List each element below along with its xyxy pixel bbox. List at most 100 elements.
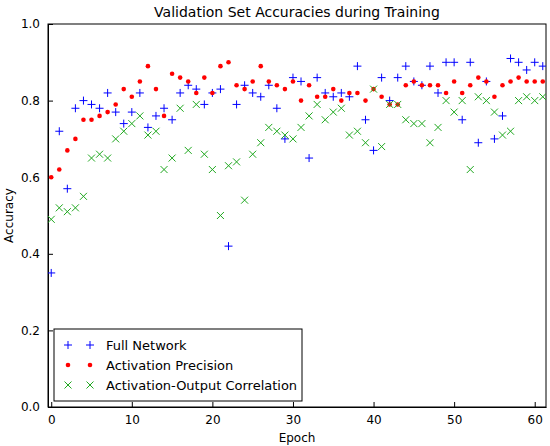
point	[161, 166, 168, 173]
x-tick-label: 20	[205, 413, 220, 427]
point	[121, 87, 126, 92]
point	[305, 154, 313, 162]
point	[379, 94, 384, 99]
y-tick-mark	[48, 330, 53, 331]
y-tick-label: 0.0	[21, 400, 40, 414]
point	[426, 139, 433, 146]
point	[217, 212, 224, 219]
point	[386, 101, 393, 108]
point	[88, 100, 96, 108]
point	[523, 93, 530, 100]
point	[394, 101, 401, 108]
point	[444, 91, 449, 96]
x-tick: 10	[125, 402, 140, 427]
point	[73, 137, 78, 142]
point	[313, 74, 321, 82]
x-axis: 0102030405060	[48, 402, 547, 427]
point	[450, 58, 458, 66]
x-tick: 40	[366, 402, 381, 427]
point	[233, 158, 240, 165]
point	[138, 79, 143, 84]
point	[210, 91, 215, 96]
point	[402, 116, 409, 123]
x-tick-mark	[51, 402, 52, 407]
point	[64, 208, 71, 215]
point	[339, 98, 344, 103]
point	[315, 94, 320, 99]
point	[233, 100, 241, 108]
point	[194, 91, 199, 96]
point	[257, 93, 265, 101]
point	[418, 120, 425, 127]
legend: Full NetworkActivation PrecisionActivati…	[54, 329, 302, 401]
y-tick-label: 0.2	[21, 324, 40, 338]
point	[55, 127, 63, 135]
x-tick-mark	[132, 402, 133, 407]
point	[331, 87, 336, 92]
point	[105, 110, 110, 115]
plot: 01020304050600.00.20.40.60.81.0Full Netw…	[21, 17, 547, 426]
point	[482, 77, 490, 85]
y-tick-label: 0.6	[21, 171, 40, 185]
point	[209, 166, 216, 173]
point	[283, 87, 288, 92]
legend-marker	[66, 363, 71, 368]
plot-frame	[48, 24, 546, 407]
point	[403, 83, 408, 88]
point	[289, 135, 296, 142]
point	[218, 64, 223, 69]
point	[420, 83, 425, 88]
point	[97, 114, 102, 119]
point	[516, 75, 521, 80]
x-tick-label: 10	[125, 413, 140, 427]
point	[266, 79, 271, 84]
point	[498, 112, 506, 120]
point	[515, 58, 523, 66]
point	[113, 102, 118, 107]
point	[329, 93, 337, 101]
point	[539, 93, 546, 100]
x-tick-label: 30	[286, 413, 301, 427]
legend-label: Activation-Output Correlation	[106, 378, 297, 393]
point	[507, 54, 515, 62]
y-tick-label: 1.0	[21, 17, 40, 31]
point	[249, 151, 256, 158]
point	[435, 124, 442, 131]
point	[353, 62, 361, 70]
point	[361, 116, 369, 124]
point	[347, 91, 352, 96]
point	[458, 116, 466, 124]
point	[314, 101, 321, 108]
point	[81, 117, 86, 122]
point	[540, 79, 545, 84]
point	[250, 79, 255, 84]
legend-box	[54, 329, 302, 401]
point	[48, 216, 55, 223]
point	[443, 97, 450, 104]
point	[225, 242, 233, 250]
point	[451, 109, 458, 116]
point	[241, 197, 248, 204]
point	[112, 135, 119, 142]
point	[297, 77, 305, 85]
series	[49, 60, 545, 180]
point	[144, 132, 151, 139]
point	[154, 87, 159, 92]
point	[539, 62, 546, 70]
title: Validation Set Accuracies during Trainin…	[154, 4, 440, 20]
point	[337, 89, 345, 97]
x-tick-mark	[212, 402, 213, 407]
point	[394, 74, 402, 82]
point	[177, 105, 184, 112]
point	[330, 109, 337, 116]
point	[146, 64, 151, 69]
point	[499, 132, 506, 139]
point	[466, 58, 474, 66]
x-tick: 60	[528, 402, 543, 427]
point	[200, 100, 208, 108]
point	[185, 147, 192, 154]
point	[88, 155, 95, 162]
point	[216, 85, 224, 93]
point	[428, 83, 433, 88]
point	[168, 116, 176, 124]
